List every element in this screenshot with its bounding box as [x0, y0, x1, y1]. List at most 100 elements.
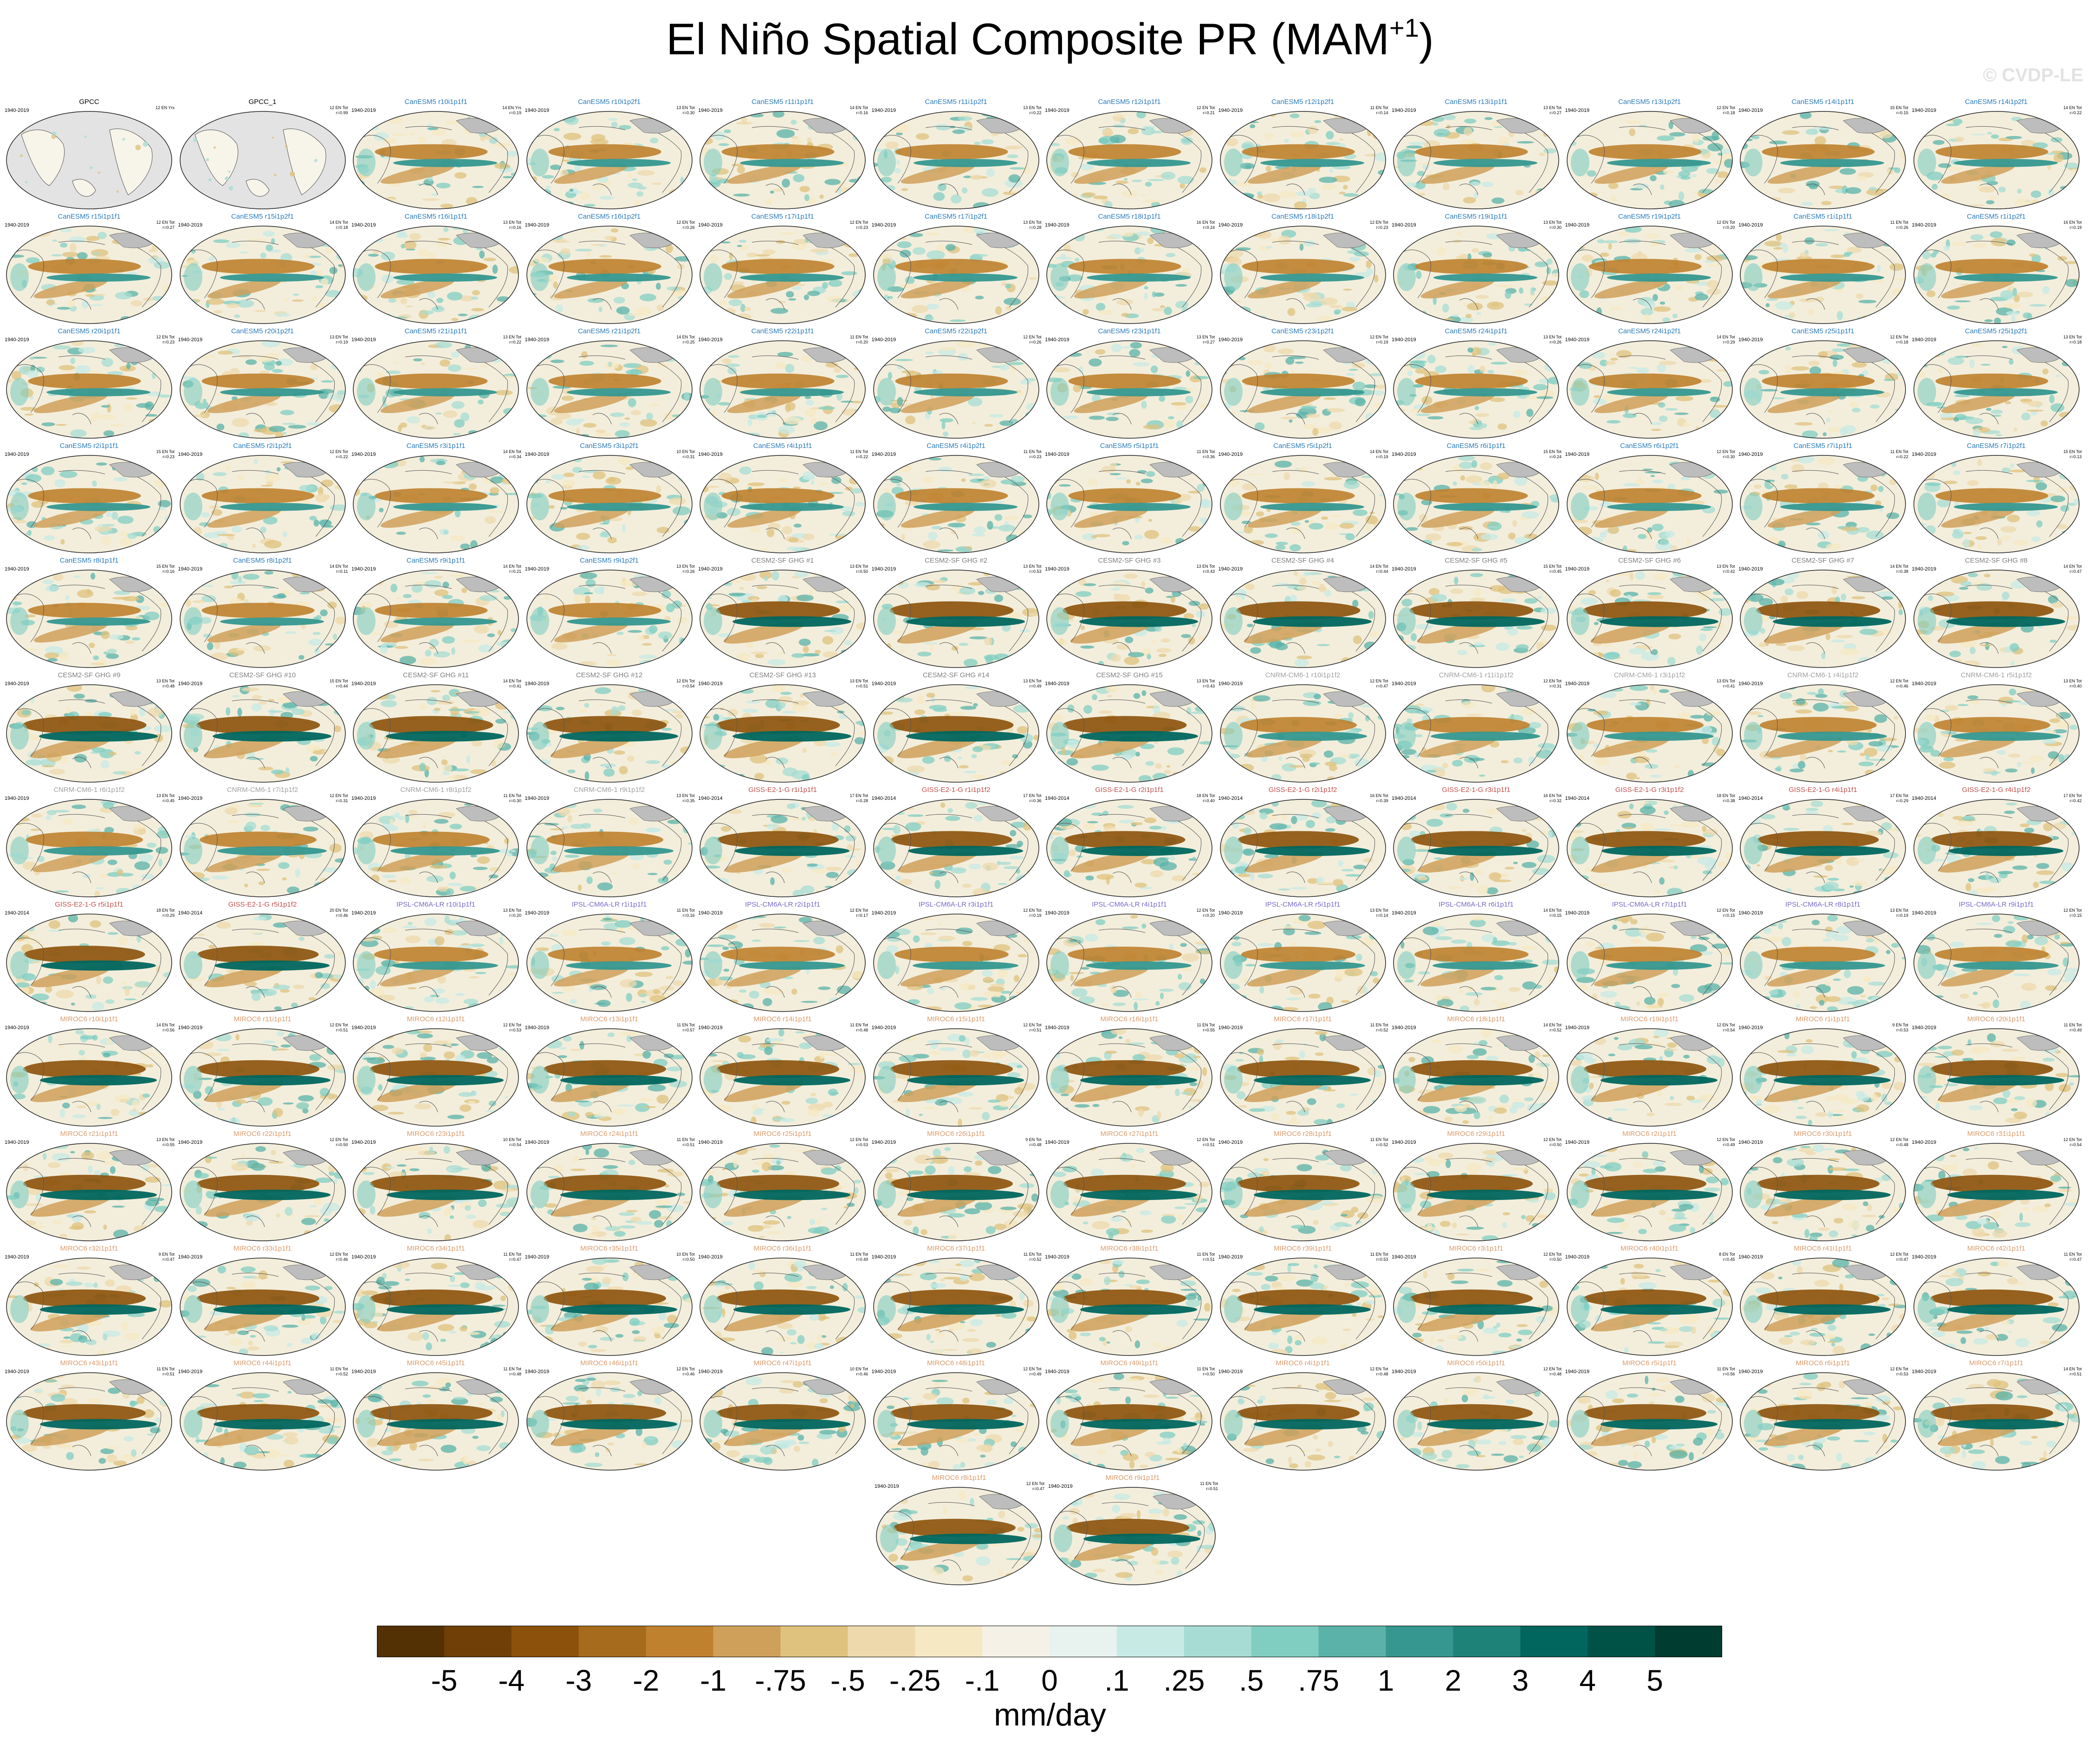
panel-stats: 13 EN Tot r=0.43: [1196, 564, 1215, 574]
panel-title: CanESM5 r23i1p1f1: [1098, 327, 1161, 335]
panel-title: MIROC6 r20i1p1f1: [1967, 1015, 2026, 1023]
map-border: [1219, 340, 1386, 439]
map-border: [179, 914, 346, 1012]
panel-years: 1940-2014: [1738, 796, 1763, 801]
map-panel: CanESM5 r25i1p1f1 1940-2019 12 EN Tot r=0.…: [1737, 327, 1909, 443]
map-border: [526, 226, 693, 324]
precip-composite-map: [1566, 799, 1733, 897]
panel-title: MIROC6 r49i1p1f1: [1100, 1359, 1159, 1367]
panel-title: CanESM5 r7i1p1f1: [1793, 442, 1853, 450]
precip-composite-map: [1566, 455, 1733, 553]
map-panel: CanESM5 r25i1p2f1 1940-2019 13 EN Tot r=0.…: [1910, 327, 2083, 443]
panel-title: CanESM5 r25i1p2f1: [1964, 327, 2028, 335]
panel-years: 1940-2019: [871, 1025, 896, 1031]
panel-stats: 15 EN Tot r=0.44: [330, 679, 348, 688]
panel-stats: 13 EN Tot r=0.19: [330, 335, 348, 344]
map-border: [1740, 340, 1906, 439]
panel-stats: 10 EN Tot r=0.46: [849, 1367, 868, 1376]
map-border: [1393, 799, 1559, 897]
panel-title: MIROC6 r21i1p1f1: [60, 1130, 118, 1138]
panel-years: 1940-2019: [1218, 681, 1243, 687]
colorbar-swatch: [1116, 1626, 1185, 1657]
panel-stats: 11 EN Tot r=0.51: [1197, 1252, 1215, 1262]
map-border: [1393, 1028, 1559, 1127]
panel-years: 1940-2019: [1392, 108, 1416, 113]
precip-composite-map: [526, 914, 693, 1012]
panel-stats: 14 EN Tot r=0.41: [503, 679, 521, 688]
panel-stats: 12 EN Tot r=0.22: [330, 449, 348, 459]
panel-title: MIROC6 r35i1p1f1: [580, 1245, 639, 1252]
precip-composite-map: [1566, 340, 1733, 439]
map-border: [179, 799, 346, 897]
map-border: [873, 340, 1039, 439]
map-border: [353, 1372, 519, 1471]
panel-title: CanESM5 r6i1p1f1: [1446, 442, 1506, 450]
panel-years: 1940-2019: [1738, 1254, 1763, 1260]
panel-stats: 11 EN Tot r=0.53: [1370, 1252, 1388, 1262]
panel-years: 1940-2014: [1218, 796, 1243, 801]
colorbar-tick-label: 2: [1445, 1664, 1462, 1697]
precip-composite-map: [526, 799, 693, 897]
panel-stats: 11 EN Tot r=0.55: [1197, 1023, 1215, 1032]
map-border: [1913, 1372, 2080, 1471]
panel-title: CanESM5 r17i1p2f1: [924, 213, 988, 220]
map-panel: MIROC6 r41i1p1f1 1940-2019 12 EN Tot r=0.4…: [1737, 1244, 1909, 1360]
colorbar-tick-label: 3: [1512, 1664, 1529, 1697]
panel-years: 1940-2019: [698, 1369, 723, 1375]
colorbar-swatch: [915, 1626, 983, 1657]
panel-title: IPSL-CM6A-LR r8i1p1f1: [1785, 901, 1860, 908]
panel-title: CNRM-CM6-1 r7i1p1f2: [227, 786, 298, 794]
precip-composite-map: [6, 914, 172, 1012]
panel-years: 1940-2019: [5, 337, 29, 343]
colorbar-swatch: [1251, 1626, 1319, 1657]
panel-stats: 11 EN Tot r=0.48: [850, 1023, 868, 1032]
map-panel: CanESM5 r14i1p1f1 1940-2019 15 EN Tot r=0.…: [1737, 97, 1909, 214]
precip-composite-map: [1046, 455, 1212, 553]
map-border: [179, 1258, 346, 1356]
panel-title: CanESM5 r20i1p1f1: [58, 327, 121, 335]
map-panel: CESM2-SF GHG #3 1940-2019 13 EN Tot r=0.43: [1043, 556, 1216, 672]
panel-title: MIROC6 r2i1p1f1: [1622, 1130, 1677, 1138]
panel-stats: 13 EN Tot r=0.50: [849, 564, 868, 574]
panel-years: 1940-2019: [698, 910, 723, 916]
panel-stats: 14 EN Tot r=0.15: [1543, 908, 1562, 918]
map-border: [1393, 226, 1559, 324]
panel-stats: 10 EN Tot r=0.54: [503, 1137, 521, 1147]
panel-years: 1940-2019: [1218, 566, 1243, 572]
map-panel: CanESM5 r8i1p1f1 1940-2019 15 EN Tot r=0.1…: [3, 556, 175, 672]
panel-stats: 12 EN Tot r=0.54: [2063, 1137, 2082, 1147]
map-panel: CanESM5 r23i1p2f1 1940-2019 12 EN Tot r=0.…: [1217, 327, 1389, 443]
map-panel: CESM2-SF GHG #11 1940-2019 14 EN Tot r=0.4…: [350, 671, 522, 787]
panel-stats: 13 EN Tot r=0.51: [849, 679, 868, 688]
panel-title: CESM2-SF GHG #2: [924, 557, 988, 564]
precip-composite-map: [6, 111, 172, 209]
map-panel: GISS-E2-1-G r4i1p1f1 1940-2014 17 EN Tot r…: [1737, 785, 1909, 901]
map-border: [1393, 570, 1559, 668]
precip-composite-map: [700, 1372, 866, 1471]
panel-stats: 11 EN Tot r=0.36: [1197, 449, 1215, 459]
panel-stats: 12 EN Tot r=0.50: [330, 1137, 348, 1147]
map-panel: MIROC6 r39i1p1f1 1940-2019 11 EN Tot r=0.5…: [1217, 1244, 1389, 1360]
panel-years: 1940-2019: [5, 108, 29, 113]
precip-composite-map: [1219, 1028, 1386, 1127]
map-border: [526, 455, 693, 553]
map-border: [1913, 111, 2080, 209]
map-panel: CanESM5 r20i1p2f1 1940-2019 13 EN Tot r=0.…: [176, 327, 349, 443]
precip-composite-map: [353, 570, 519, 668]
panel-stats: 12 EN Tot r=0.18: [1890, 335, 1908, 344]
map-panel: MIROC6 r19i1p1f1 1940-2019 12 EN Tot r=0.5…: [1563, 1015, 1736, 1131]
panel-title: MIROC6 r12i1p1f1: [407, 1015, 465, 1023]
panel-stats: 18 EN Tot r=0.29: [156, 908, 175, 918]
panel-stats: 13 EN Tot r=0.22: [1023, 105, 1042, 115]
panel-stats: 10 EN Tot r=0.31: [676, 449, 695, 459]
precip-composite-map: [353, 1028, 519, 1127]
map-border: [353, 799, 519, 897]
panel-stats: 12 EN Tot r=0.15: [1717, 908, 1735, 918]
map-panel: IPSL-CM6A-LR r5i1p1f1 1940-2019 13 EN Tot …: [1217, 900, 1389, 1016]
panel-title: IPSL-CM6A-LR r5i1p1f1: [1265, 901, 1341, 908]
map-panel: MIROC6 r43i1p1f1 1940-2019 11 EN Tot r=0.5…: [3, 1359, 175, 1475]
panel-years: 1940-2019: [351, 108, 376, 113]
map-border: [873, 1143, 1039, 1241]
map-border: [179, 455, 346, 553]
map-panel: MIROC6 r31i1p1f1 1940-2019 12 EN Tot r=0.5…: [1910, 1129, 2083, 1245]
